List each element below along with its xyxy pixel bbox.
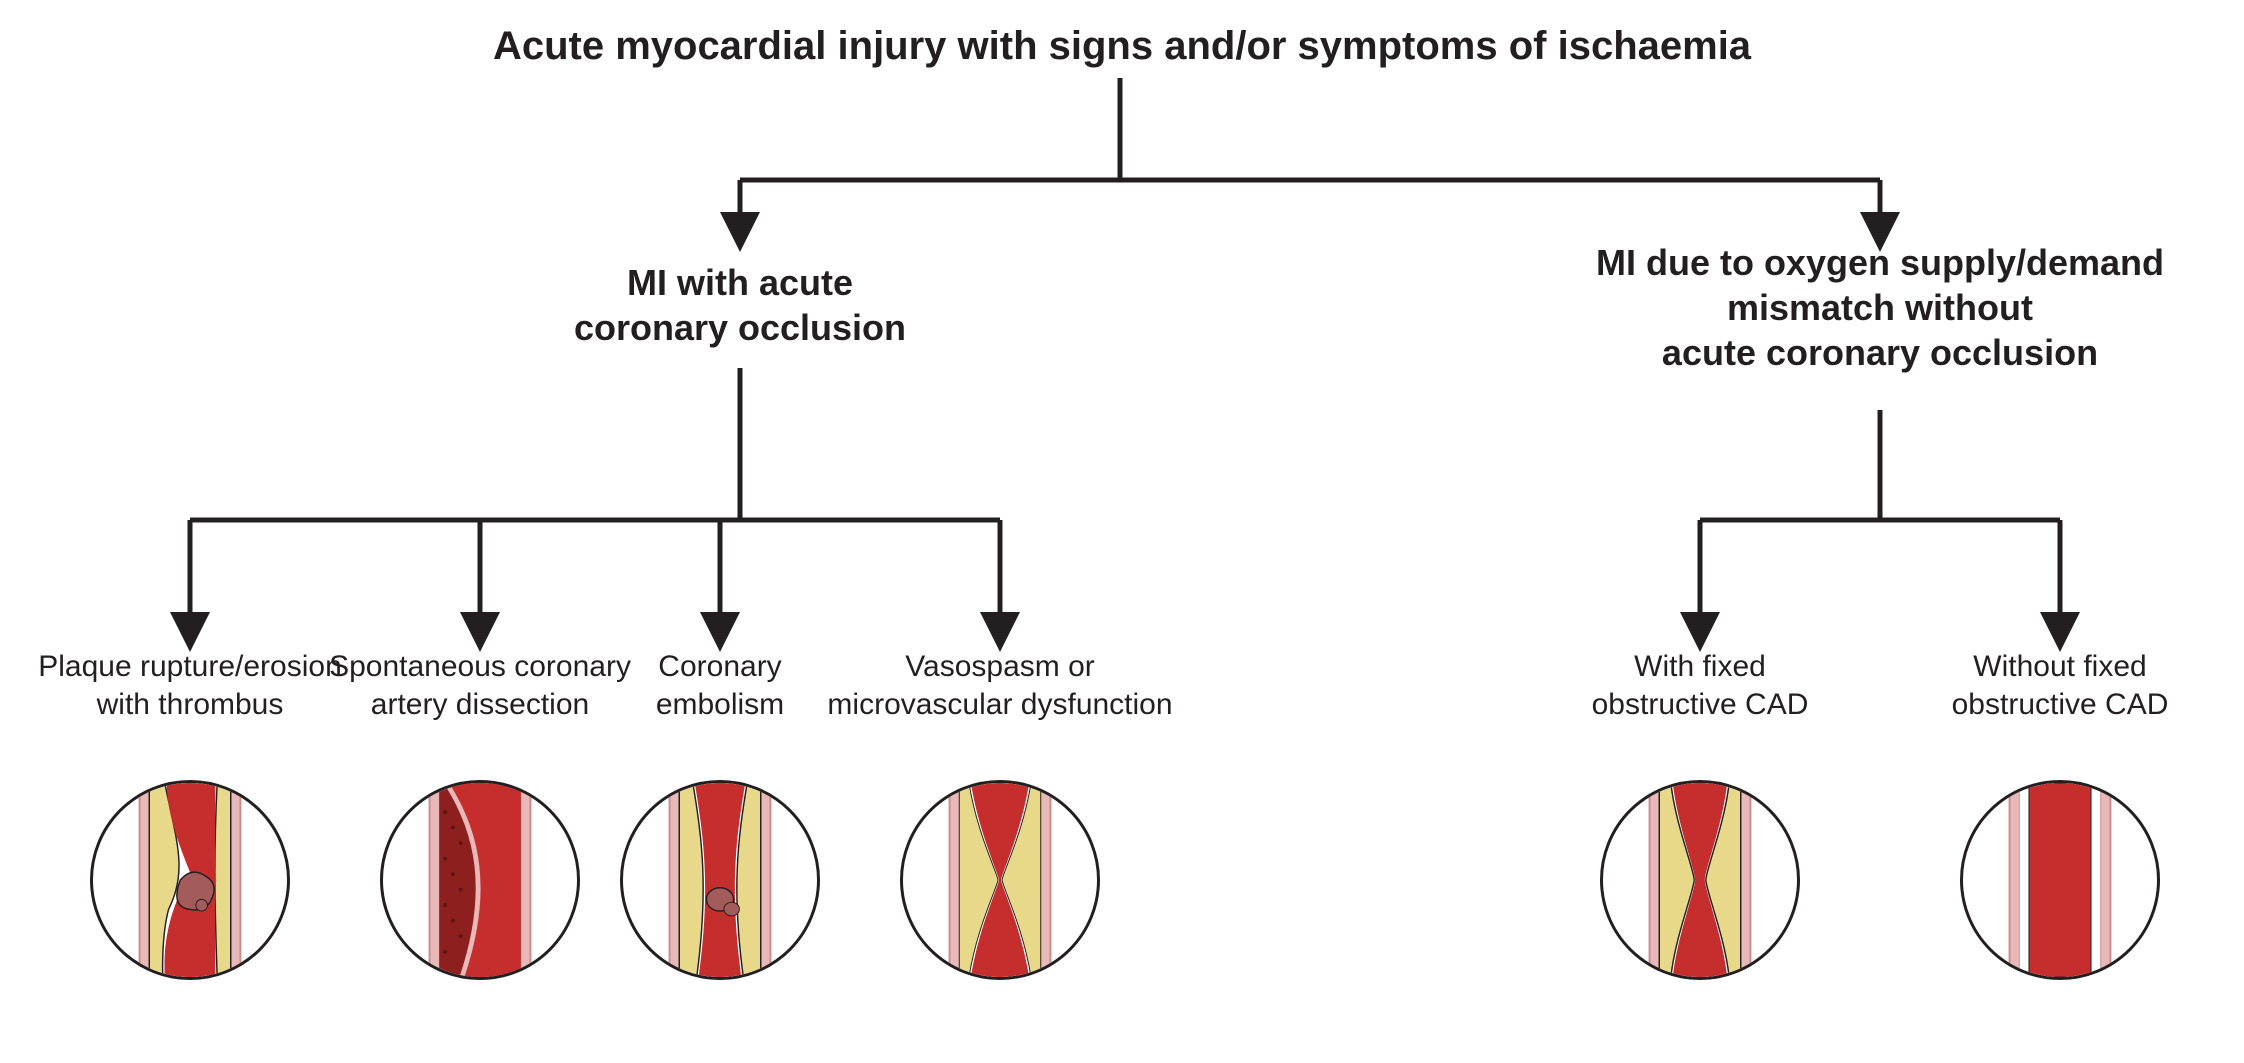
artery-icon-embolism [620, 780, 820, 980]
leaf-label-withcad: With fixedobstructive CAD [1560, 648, 1840, 723]
artery-icon-scad [380, 780, 580, 980]
artery-icon-withcad [1600, 780, 1800, 980]
artery-icon-vasospasm [900, 780, 1100, 980]
leaf-label-embolism: Coronaryembolism [620, 648, 820, 723]
diagram-title: Acute myocardial injury with signs and/o… [493, 24, 1751, 69]
branch-right-label: MI due to oxygen supply/demandmismatch w… [1560, 240, 2200, 375]
artery-icon-plaque [90, 780, 290, 980]
leaf-label-vasospasm: Vasospasm ormicrovascular dysfunction [800, 648, 1200, 723]
leaf-label-withoutcad: Without fixedobstructive CAD [1920, 648, 2200, 723]
artery-icon-withoutcad [1960, 780, 2160, 980]
connector-lines [0, 0, 2244, 1063]
leaf-label-scad: Spontaneous coronaryartery dissection [300, 648, 660, 723]
branch-left-label: MI with acutecoronary occlusion [480, 260, 1000, 350]
